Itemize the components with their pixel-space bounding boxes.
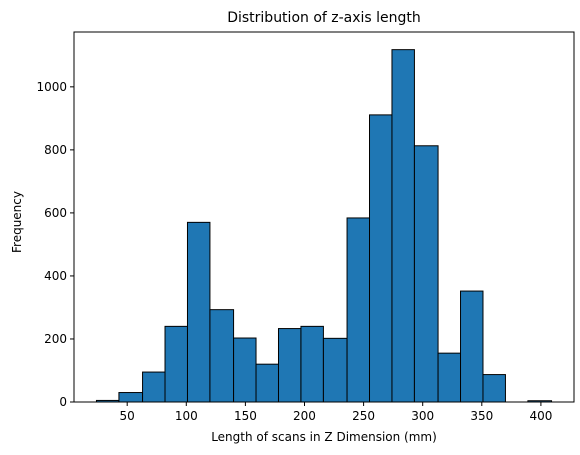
histogram-bar-3 bbox=[142, 371, 166, 403]
x-tick-label: 150 bbox=[234, 409, 257, 423]
y-tick-label: 0 bbox=[59, 395, 67, 409]
axes-layer: 50 100 150 200 250 300 350 400 0 200 400 600 800 1000 bbox=[36, 31, 575, 423]
plot-frame bbox=[73, 31, 575, 403]
y-tick-label: 200 bbox=[44, 332, 67, 346]
y-tick-label: 600 bbox=[44, 206, 67, 220]
histogram-bar-12 bbox=[346, 217, 371, 403]
chart-title: Distribution of z-axis length bbox=[227, 10, 421, 26]
histogram-bar-16 bbox=[437, 352, 462, 403]
histogram-bar-2 bbox=[118, 392, 144, 403]
histogram-bar-6 bbox=[209, 309, 235, 403]
x-tick-label: 100 bbox=[175, 409, 198, 423]
histogram-bar-14 bbox=[391, 49, 415, 403]
histogram-bar-4 bbox=[164, 325, 188, 403]
x-axis-label: Length of scans in Z Dimension (mm) bbox=[211, 430, 437, 444]
histogram-bar-5 bbox=[186, 221, 211, 403]
histogram-bar-13 bbox=[369, 114, 393, 403]
x-tick-label: 400 bbox=[529, 409, 552, 423]
y-tick-label: 800 bbox=[44, 143, 67, 157]
x-tick-label: 300 bbox=[411, 409, 434, 423]
histogram-bar-7 bbox=[233, 337, 257, 403]
y-tick-label: 1000 bbox=[36, 80, 67, 94]
x-tick-label: 250 bbox=[352, 409, 375, 423]
x-tick-label: 200 bbox=[293, 409, 316, 423]
histogram-bar-17 bbox=[460, 290, 484, 403]
x-tick-label: 50 bbox=[120, 409, 135, 423]
histogram-bar-11 bbox=[322, 337, 348, 403]
histogram-bar-9 bbox=[277, 328, 302, 403]
y-axis-label: Frequency bbox=[10, 191, 24, 253]
y-tick-label: 400 bbox=[44, 269, 67, 283]
histogram-bar-8 bbox=[255, 363, 279, 403]
histogram-bar-18 bbox=[482, 374, 506, 403]
histogram-bar-10 bbox=[300, 325, 324, 403]
x-tick-label: 350 bbox=[470, 409, 493, 423]
histogram-bar-15 bbox=[413, 145, 439, 403]
bars-layer bbox=[95, 49, 553, 403]
